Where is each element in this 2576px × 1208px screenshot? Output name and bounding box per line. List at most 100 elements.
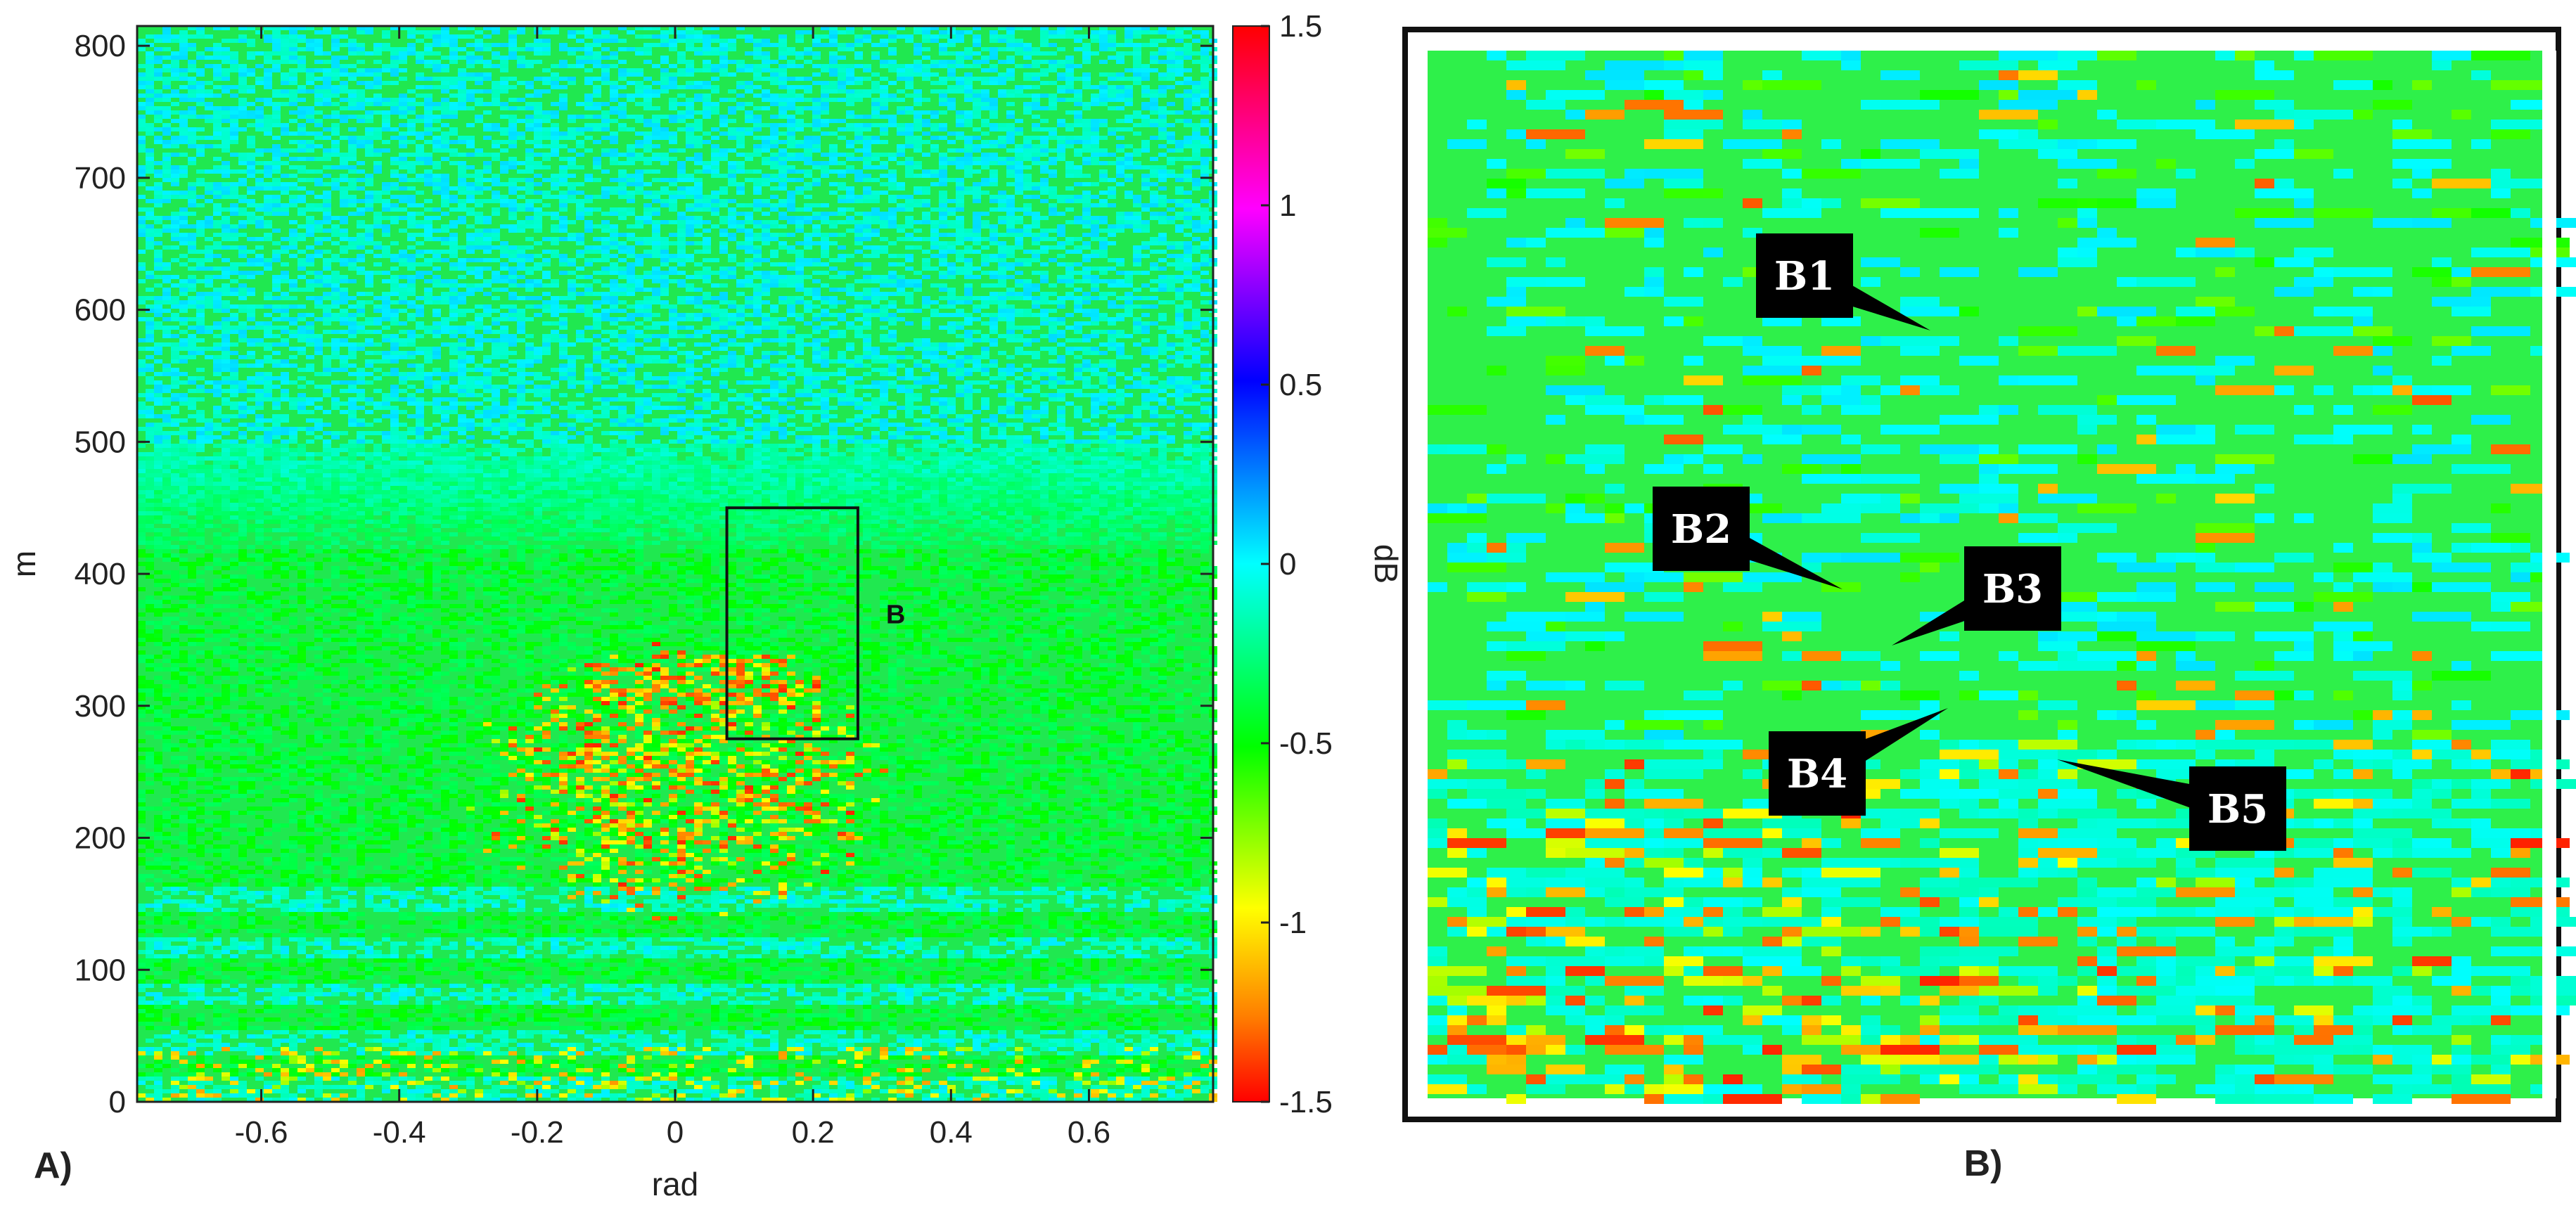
- heatmap-cell: [534, 191, 542, 195]
- heatmap-cell: [1023, 157, 1032, 161]
- heatmap-cell: [660, 191, 669, 195]
- heatmap-cell: [281, 203, 289, 207]
- heatmap-cell: [373, 169, 382, 174]
- heatmap-cell: [838, 98, 846, 102]
- heatmap-cell: [1158, 283, 1167, 288]
- heatmap-cell: [441, 115, 449, 119]
- heatmap-cell: [306, 89, 314, 94]
- heatmap-cell: [601, 245, 610, 250]
- heatmap-cell: [365, 271, 373, 275]
- heatmap-cell: [551, 72, 559, 77]
- heatmap-cell: [652, 207, 660, 212]
- heatmap-cell: [1141, 271, 1150, 275]
- heatmap-cell: [778, 279, 787, 283]
- heatmap-cell: [863, 245, 871, 250]
- heatmap-cell: [1124, 68, 1133, 72]
- heatmap-cell: [568, 271, 576, 275]
- heatmap-cell: [745, 296, 753, 300]
- heatmap-cell: [576, 212, 584, 216]
- heatmap-cell: [753, 254, 762, 258]
- heatmap-cell: [863, 140, 871, 144]
- heatmap-cell: [1184, 136, 1192, 140]
- heatmap-cell: [264, 56, 272, 60]
- heatmap-cell: [272, 148, 281, 153]
- heatmap-cell: [888, 220, 897, 224]
- heatmap-cell: [753, 262, 762, 266]
- heatmap-cell: [1099, 94, 1108, 98]
- heatmap-cell: [306, 72, 314, 77]
- heatmap-cell: [728, 119, 736, 123]
- heatmap-cell: [736, 304, 745, 309]
- heatmap-cell: [238, 220, 247, 224]
- heatmap-cell: [812, 39, 821, 43]
- heatmap-cell: [492, 127, 500, 131]
- heatmap-cell: [205, 186, 213, 191]
- heatmap-cell: [281, 94, 289, 98]
- heatmap-cell: [905, 292, 914, 296]
- heatmap-cell: [281, 250, 289, 254]
- heatmap-cell: [373, 81, 382, 85]
- heatmap-cell: [1175, 56, 1184, 60]
- heatmap-cell: [686, 102, 694, 106]
- heatmap-cell: [137, 169, 146, 174]
- heatmap-cell: [357, 119, 365, 123]
- heatmap-cell: [1200, 216, 1209, 220]
- heatmap-cell: [559, 229, 568, 233]
- heatmap-cell: [1082, 157, 1091, 161]
- heatmap-cell: [1006, 245, 1015, 250]
- heatmap-cell: [981, 153, 989, 157]
- heatmap-cell: [483, 250, 492, 254]
- heatmap-cell: [795, 266, 804, 271]
- heatmap-cell: [205, 250, 213, 254]
- heatmap-cell: [618, 241, 627, 245]
- heatmap-cell: [1184, 174, 1192, 178]
- heatmap-cell: [466, 207, 475, 212]
- heatmap-cell: [500, 81, 508, 85]
- heatmap-cell: [812, 292, 821, 296]
- heatmap-cell: [728, 237, 736, 241]
- heatmap-cell: [888, 123, 897, 127]
- heatmap-cell: [643, 161, 652, 165]
- heatmap-cell: [576, 207, 584, 212]
- heatmap-cell: [407, 119, 416, 123]
- heatmap-cell: [1175, 241, 1184, 245]
- heatmap-cell: [711, 153, 719, 157]
- heatmap-cell: [1150, 174, 1158, 178]
- heatmap-cell: [205, 279, 213, 283]
- heatmap-cell: [407, 245, 416, 250]
- heatmap-cell: [584, 258, 593, 262]
- heatmap-cell: [635, 153, 643, 157]
- heatmap-cell: [314, 203, 323, 207]
- heatmap-cell: [407, 169, 416, 174]
- heatmap-cell: [188, 144, 196, 148]
- heatmap-cell: [821, 106, 829, 110]
- heatmap-cell: [1091, 296, 1099, 300]
- heatmap-cell: [162, 157, 171, 161]
- heatmap-cell: [1158, 178, 1167, 182]
- heatmap-cell: [281, 296, 289, 300]
- heatmap-cell: [340, 250, 348, 254]
- heatmap-cell: [424, 98, 432, 102]
- heatmap-cell: [1108, 292, 1116, 296]
- heatmap-cell: [863, 123, 871, 127]
- heatmap-cell: [686, 85, 694, 89]
- heatmap-cell: [762, 258, 770, 262]
- heatmap-cell: [1082, 300, 1091, 304]
- heatmap-cell: [584, 245, 593, 250]
- heatmap-cell: [584, 127, 593, 131]
- heatmap-cell: [1133, 30, 1141, 34]
- heatmap-cell: [829, 85, 838, 89]
- heatmap-cell: [297, 85, 306, 89]
- heatmap-cell: [745, 157, 753, 161]
- heatmap-cell: [407, 47, 416, 51]
- heatmap-cell: [922, 258, 930, 262]
- heatmap-cell: [162, 229, 171, 233]
- heatmap-cell: [584, 304, 593, 309]
- heatmap-cell: [492, 89, 500, 94]
- heatmap-cell: [1006, 292, 1015, 296]
- heatmap-cell: [711, 203, 719, 207]
- heatmap-cell: [331, 123, 340, 127]
- heatmap-cell: [795, 254, 804, 258]
- heatmap-cell: [804, 216, 812, 220]
- heatmap-cell: [652, 191, 660, 195]
